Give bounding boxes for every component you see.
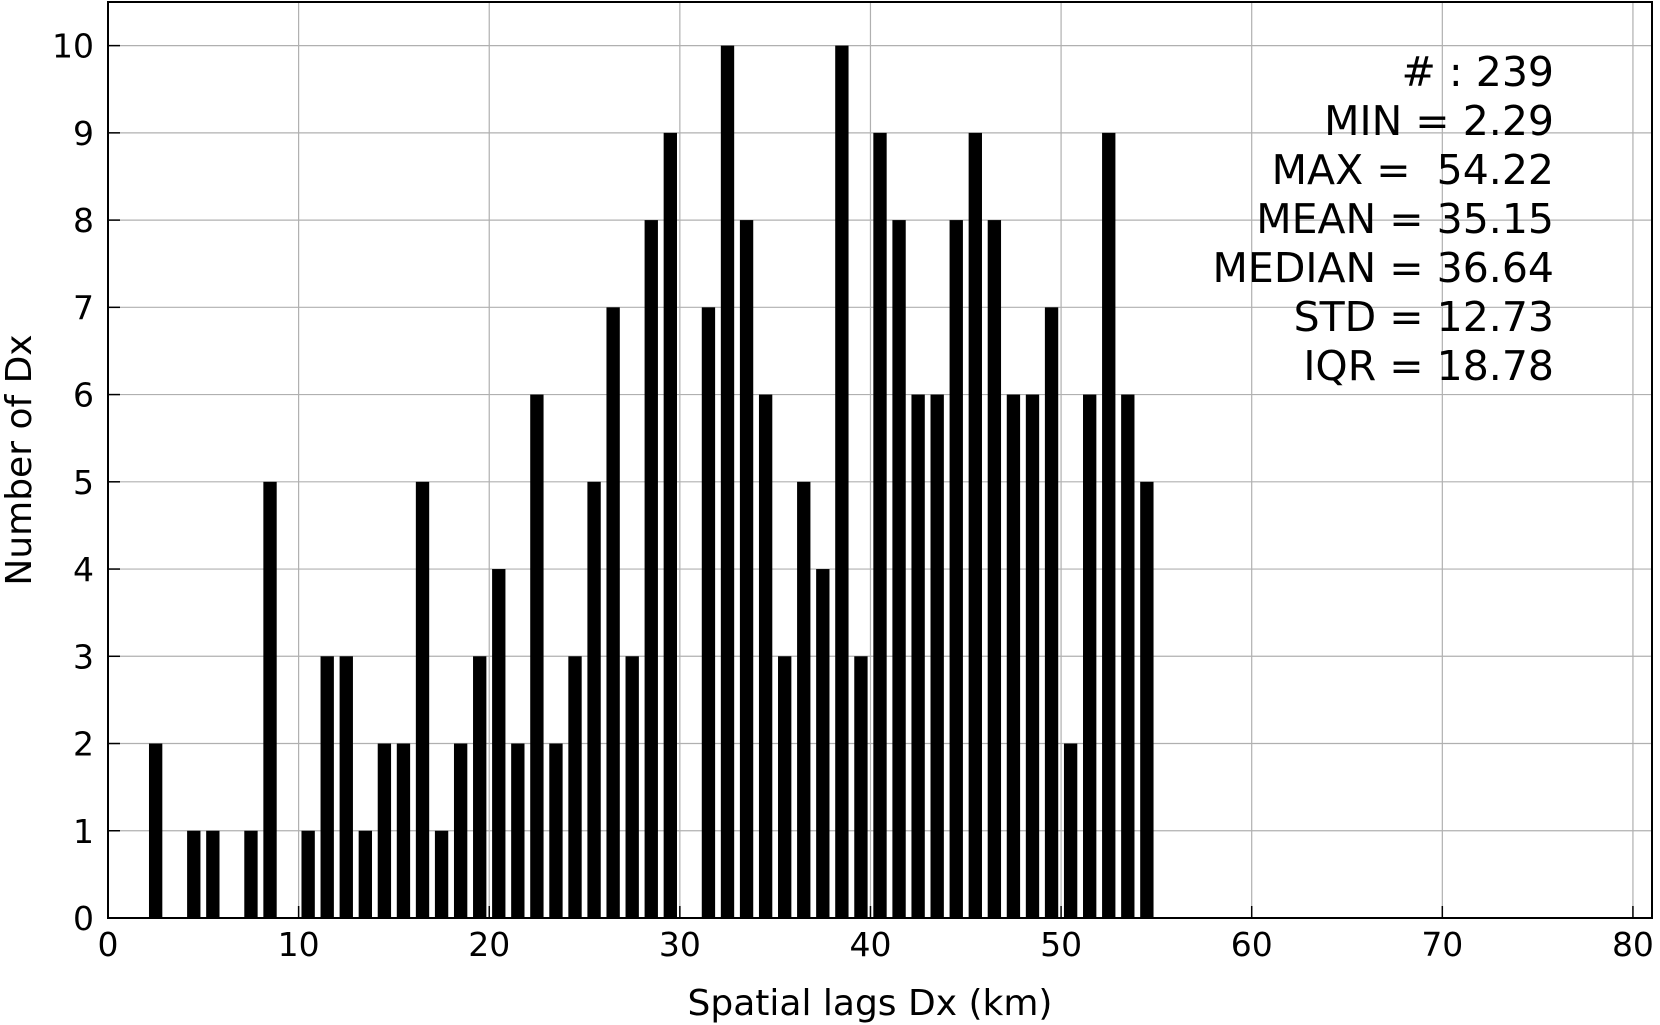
bar	[1025, 394, 1040, 919]
bar	[415, 481, 430, 918]
x-tick-label: 0	[98, 925, 119, 964]
bar	[873, 132, 887, 918]
bar	[892, 220, 906, 919]
bar	[244, 830, 258, 918]
bar	[511, 743, 525, 918]
bar	[644, 220, 658, 919]
bar	[492, 569, 506, 918]
x-tick-label: 30	[659, 925, 701, 964]
bar	[187, 830, 201, 918]
y-axis-label: Number of Dx	[0, 334, 40, 585]
bar	[1044, 307, 1059, 918]
bar	[1006, 394, 1021, 919]
bar	[758, 394, 773, 919]
x-tick-label: 70	[1421, 925, 1463, 964]
bar	[206, 830, 220, 918]
bar	[549, 743, 563, 918]
bar	[854, 656, 868, 918]
bar	[473, 656, 487, 918]
y-tick-label: 4	[73, 550, 94, 589]
bar	[530, 394, 544, 919]
bar	[816, 569, 830, 918]
bars	[148, 45, 1154, 919]
bar	[1102, 132, 1116, 918]
bar	[663, 132, 677, 918]
stat-iqr: IQR = 18.78	[1303, 342, 1554, 390]
ticks	[107, 44, 1634, 919]
bar	[1140, 481, 1154, 918]
bar	[949, 220, 963, 919]
stat-max: MAX = 54.22	[1272, 146, 1554, 194]
bar	[148, 743, 163, 918]
y-tick-label: 8	[73, 201, 94, 240]
plot-frame	[107, 1, 1653, 919]
bar	[568, 656, 582, 918]
bar	[720, 45, 735, 919]
bar	[587, 481, 601, 918]
bar	[606, 307, 620, 918]
bar	[930, 394, 944, 919]
bar	[377, 743, 392, 918]
bar	[968, 132, 982, 918]
tick-labels: 0 10 20 30 40 50 60 70 80 0 1 2 3 4 5 6 7 8 9 10	[52, 27, 1654, 964]
y-tick-label: 0	[73, 899, 94, 938]
bar	[625, 656, 639, 918]
stat-min: MIN = 2.29	[1324, 97, 1554, 145]
y-tick-label: 1	[73, 812, 94, 851]
x-tick-label: 20	[468, 925, 510, 964]
y-tick-label: 2	[73, 725, 94, 764]
stat-std: STD = 12.73	[1294, 293, 1554, 341]
bar	[396, 743, 411, 918]
x-tick-label: 60	[1231, 925, 1273, 964]
bar	[320, 656, 334, 918]
y-tick-label: 3	[73, 637, 94, 676]
x-tick-label: 40	[849, 925, 891, 964]
bar	[911, 394, 925, 919]
x-tick-label: 80	[1612, 925, 1654, 964]
bar	[1083, 394, 1097, 919]
bar	[739, 220, 754, 919]
bar	[434, 830, 449, 918]
y-tick-label: 9	[73, 114, 94, 153]
bar	[797, 481, 811, 918]
x-axis-label: Spatial lags Dx (km)	[688, 983, 1053, 1024]
y-tick-label: 5	[73, 463, 94, 502]
stats-box: # : 239 MIN = 2.29 MAX = 54.22 MEAN = 35…	[1213, 48, 1554, 390]
stat-median: MEDIAN = 36.64	[1213, 244, 1554, 292]
y-tick-label: 10	[52, 27, 94, 66]
bar	[301, 830, 315, 918]
bar	[1063, 743, 1078, 918]
bar	[778, 656, 792, 918]
bar	[987, 220, 1002, 919]
bar	[701, 307, 716, 918]
y-tick-label: 6	[73, 376, 94, 415]
bar	[358, 830, 373, 918]
bar	[453, 743, 468, 918]
x-tick-label: 10	[278, 925, 320, 964]
y-tick-label: 7	[73, 288, 94, 327]
stat-count: # : 239	[1402, 48, 1555, 96]
x-tick-label: 50	[1040, 925, 1082, 964]
bar	[835, 45, 849, 919]
bar	[339, 656, 353, 918]
bar	[1121, 394, 1135, 919]
bar	[263, 481, 277, 918]
stat-mean: MEAN = 35.15	[1256, 195, 1554, 243]
